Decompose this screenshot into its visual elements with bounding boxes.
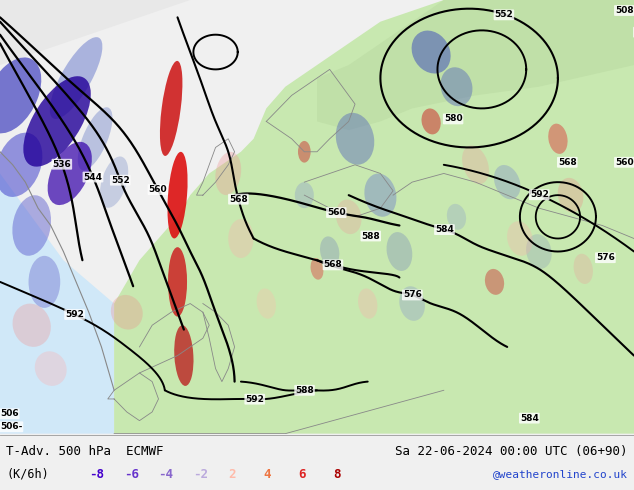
Ellipse shape bbox=[257, 289, 276, 318]
Ellipse shape bbox=[0, 57, 41, 133]
Ellipse shape bbox=[0, 133, 42, 197]
Text: (K/6h): (K/6h) bbox=[6, 468, 49, 481]
Ellipse shape bbox=[160, 61, 183, 156]
Text: -4: -4 bbox=[158, 468, 174, 481]
Ellipse shape bbox=[526, 234, 552, 269]
Ellipse shape bbox=[13, 304, 51, 347]
Ellipse shape bbox=[12, 195, 51, 256]
Ellipse shape bbox=[168, 247, 187, 317]
Ellipse shape bbox=[23, 76, 91, 167]
Text: 568: 568 bbox=[229, 195, 248, 204]
Text: 560: 560 bbox=[327, 208, 346, 217]
Ellipse shape bbox=[358, 289, 377, 318]
Polygon shape bbox=[114, 0, 634, 434]
Ellipse shape bbox=[167, 152, 188, 239]
Text: 588: 588 bbox=[361, 231, 380, 241]
Text: 580: 580 bbox=[444, 115, 462, 123]
Text: 588: 588 bbox=[295, 386, 314, 395]
Ellipse shape bbox=[111, 295, 143, 330]
Text: 568: 568 bbox=[558, 158, 577, 167]
Text: 4: 4 bbox=[263, 468, 271, 481]
Ellipse shape bbox=[295, 182, 314, 208]
Text: 568: 568 bbox=[323, 260, 342, 270]
Text: 592: 592 bbox=[245, 394, 264, 404]
Polygon shape bbox=[317, 0, 634, 130]
Ellipse shape bbox=[462, 146, 489, 184]
Text: 544: 544 bbox=[84, 172, 103, 181]
Text: -2: -2 bbox=[193, 468, 209, 481]
Polygon shape bbox=[349, 139, 431, 195]
Polygon shape bbox=[304, 65, 431, 130]
Text: 576: 576 bbox=[403, 291, 422, 299]
Ellipse shape bbox=[485, 269, 504, 295]
Ellipse shape bbox=[29, 256, 60, 308]
Ellipse shape bbox=[100, 156, 128, 208]
Ellipse shape bbox=[447, 204, 466, 230]
Ellipse shape bbox=[548, 123, 567, 154]
Ellipse shape bbox=[50, 37, 102, 119]
Polygon shape bbox=[0, 173, 114, 434]
Ellipse shape bbox=[48, 142, 92, 205]
Ellipse shape bbox=[399, 286, 425, 321]
Text: 508: 508 bbox=[615, 6, 633, 15]
Text: 8: 8 bbox=[333, 468, 340, 481]
Text: -6: -6 bbox=[124, 468, 139, 481]
Text: 552: 552 bbox=[111, 176, 129, 185]
Ellipse shape bbox=[320, 236, 339, 267]
Text: 2: 2 bbox=[228, 468, 236, 481]
Ellipse shape bbox=[336, 113, 374, 165]
Text: 584: 584 bbox=[435, 225, 454, 234]
Text: @weatheronline.co.uk: @weatheronline.co.uk bbox=[493, 469, 628, 479]
Text: 6: 6 bbox=[298, 468, 306, 481]
Ellipse shape bbox=[311, 258, 323, 280]
Ellipse shape bbox=[216, 152, 241, 195]
Ellipse shape bbox=[228, 219, 254, 258]
Ellipse shape bbox=[411, 30, 451, 74]
Ellipse shape bbox=[422, 108, 441, 134]
Ellipse shape bbox=[494, 165, 521, 199]
Polygon shape bbox=[0, 0, 190, 65]
Polygon shape bbox=[178, 347, 380, 412]
Text: -8: -8 bbox=[89, 468, 104, 481]
Text: 560: 560 bbox=[148, 185, 167, 194]
Ellipse shape bbox=[174, 325, 193, 386]
Text: Sa 22-06-2024 00:00 UTC (06+90): Sa 22-06-2024 00:00 UTC (06+90) bbox=[395, 445, 628, 458]
Text: T-Adv. 500 hPa  ECMWF: T-Adv. 500 hPa ECMWF bbox=[6, 445, 164, 458]
Ellipse shape bbox=[507, 221, 533, 256]
Text: 576: 576 bbox=[596, 253, 615, 262]
Ellipse shape bbox=[387, 232, 412, 271]
Ellipse shape bbox=[574, 254, 593, 284]
Text: 506: 506 bbox=[0, 409, 18, 418]
Ellipse shape bbox=[558, 178, 583, 213]
Text: 592: 592 bbox=[530, 190, 548, 199]
Text: 506-: 506- bbox=[0, 422, 22, 431]
Ellipse shape bbox=[441, 67, 472, 106]
Text: 584: 584 bbox=[520, 414, 539, 423]
Ellipse shape bbox=[365, 173, 396, 217]
Text: 560: 560 bbox=[615, 158, 633, 167]
Ellipse shape bbox=[298, 141, 311, 163]
Text: 536: 536 bbox=[53, 160, 71, 169]
Text: 552: 552 bbox=[495, 10, 514, 19]
Ellipse shape bbox=[336, 199, 361, 234]
Ellipse shape bbox=[78, 107, 112, 170]
Ellipse shape bbox=[35, 351, 67, 386]
Text: 592: 592 bbox=[65, 310, 84, 319]
